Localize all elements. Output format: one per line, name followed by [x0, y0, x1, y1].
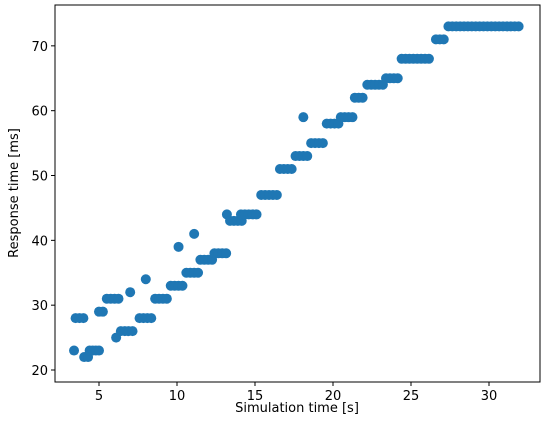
point [271, 189, 282, 200]
point [177, 280, 188, 291]
point [438, 34, 449, 45]
point [193, 267, 204, 278]
point [221, 248, 232, 259]
x-tick-label: 30 [481, 389, 498, 404]
point [317, 138, 328, 149]
point [97, 306, 108, 317]
point [127, 326, 138, 337]
point [251, 209, 262, 220]
x-axis-label: Simulation time [s] [235, 401, 359, 416]
point [173, 241, 184, 252]
x-tick-label: 20 [325, 389, 342, 404]
point [392, 73, 403, 84]
x-tick-label: 10 [169, 389, 186, 404]
x-tick-label: 5 [95, 389, 103, 404]
point [113, 293, 124, 304]
point [302, 151, 313, 162]
y-axis-label: Response time [ms] [7, 128, 22, 258]
plot-frame [54, 4, 541, 383]
y-tick-label: 40 [31, 234, 48, 249]
point [140, 274, 151, 285]
x-tick-label: 25 [403, 389, 420, 404]
point [513, 21, 524, 32]
y-tick-label: 70 [31, 40, 48, 55]
point [286, 164, 297, 175]
point [347, 112, 358, 123]
y-tick-label: 60 [31, 105, 48, 120]
point [423, 53, 434, 64]
point [161, 293, 172, 304]
point [357, 92, 368, 103]
x-tick-label: 15 [247, 389, 264, 404]
point [125, 287, 136, 298]
y-tick-label: 30 [31, 299, 48, 314]
point [69, 345, 80, 356]
point [189, 228, 200, 239]
point [146, 313, 157, 324]
point [93, 345, 104, 356]
point [298, 112, 309, 123]
y-tick-label: 20 [31, 364, 48, 379]
y-tick-label: 50 [31, 170, 48, 185]
point [78, 313, 89, 324]
